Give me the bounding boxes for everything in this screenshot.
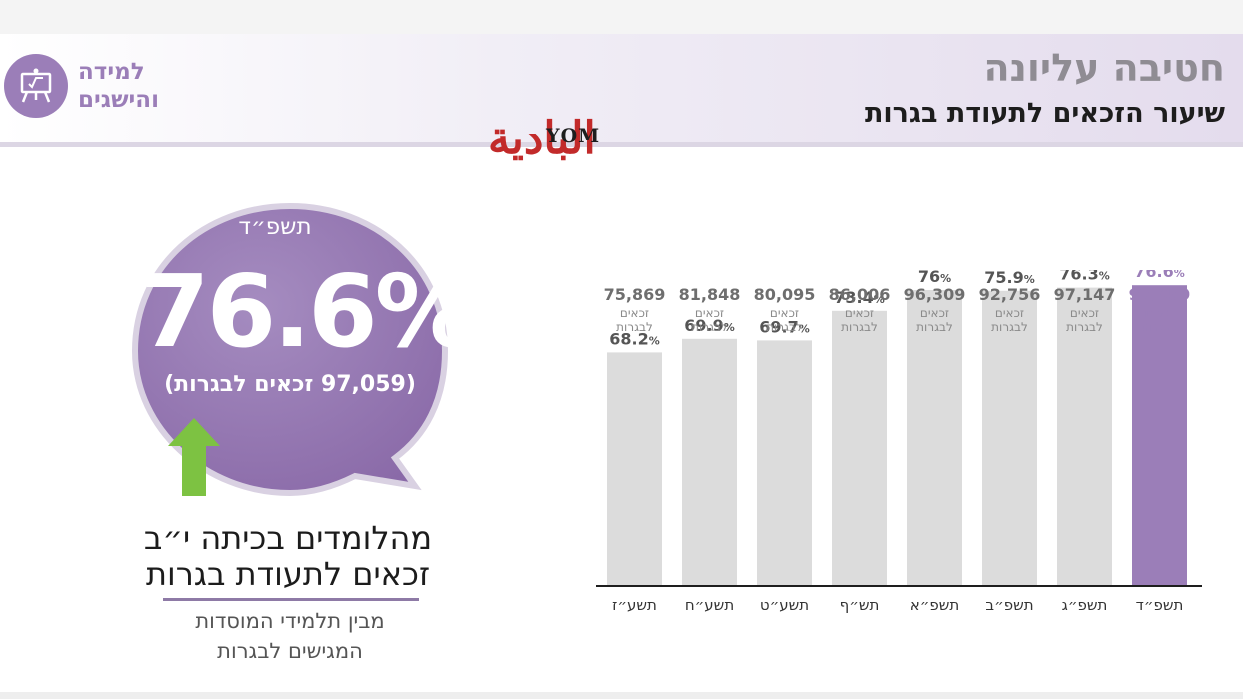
up-arrow-icon <box>168 418 220 496</box>
chart-bar <box>832 310 887 586</box>
eligible-unit-label: לבגרות <box>616 320 653 334</box>
watermark-arabic: البادية <box>488 113 596 164</box>
chart-bar <box>907 290 962 586</box>
top-strip <box>0 0 1243 34</box>
eligible-count-label: 96,309 <box>904 285 966 304</box>
chart-bar <box>1057 287 1112 586</box>
x-tick-label: תשפ״ד <box>1136 596 1184 614</box>
eligible-count-label: 75,869 <box>604 285 666 304</box>
eligible-count-label: 81,848 <box>679 285 741 304</box>
highlight-subcaption: מבין תלמידי המוסדות המגישים לבגרות <box>140 606 440 666</box>
header-divider <box>0 142 1243 147</box>
eligible-unit-label: זכאים <box>920 306 949 320</box>
chart-bar <box>682 338 737 586</box>
bar-value-label: 76% <box>918 270 951 286</box>
x-tick-label: תשע״ח <box>685 596 734 614</box>
caption-line-2: זכאים לתעודת בגרות <box>145 555 431 593</box>
subcaption-line-1: מבין תלמידי המוסדות <box>195 609 385 633</box>
highlight-percent: 76.6% <box>140 253 475 370</box>
badge-line-1: למידה <box>78 59 145 85</box>
eligible-unit-label: זכאים <box>695 306 724 320</box>
eligible-unit-label: לבגרות <box>1066 320 1103 334</box>
eligible-unit-label: זכאים <box>620 306 649 320</box>
x-tick-label: תשפ״ב <box>985 596 1033 614</box>
eligible-unit-label: זכאים <box>845 306 874 320</box>
bar-value-label: 76.6% <box>1134 270 1185 281</box>
eligible-count-label: 80,095 <box>754 285 816 304</box>
classroom-board-icon <box>4 54 68 118</box>
eligible-unit-label: זכאים <box>770 306 799 320</box>
eligible-unit-label: לבגרות <box>841 320 878 334</box>
bar-value-label: 69.9% <box>684 316 735 335</box>
page-title: חטיבה עליונה <box>983 46 1225 90</box>
eligible-count-label: 92,756 <box>979 285 1041 304</box>
x-tick-label: תש״ף <box>840 596 880 614</box>
x-tick-label: תשע״ז <box>612 596 657 614</box>
eligible-count-label: 86,006 <box>829 285 891 304</box>
eligible-unit-label: לבגרות <box>991 320 1028 334</box>
eligible-count-label: 97,147 <box>1054 285 1116 304</box>
eligible-unit-label: לבגרות <box>916 320 953 334</box>
highlight-year: תשפ״ד <box>238 214 312 240</box>
eligible-unit-label: זכאים <box>1070 306 1099 320</box>
eligible-count-label: 97,059 <box>1129 285 1191 304</box>
eligible-unit-label: זכאים <box>1145 306 1174 320</box>
section-badge-label: למידה והישגים <box>78 58 198 114</box>
caption-divider <box>163 598 419 601</box>
eligible-unit-label: לבגרות <box>1141 320 1178 334</box>
subcaption-line-2: המגישים לבגרות <box>217 639 363 663</box>
caption-line-1: מהלומדים בכיתה י״ב <box>143 519 433 557</box>
eligibility-bar-chart: 68.2%75,869זכאיםלבגרותתשע״ז69.9%81,848זכ… <box>596 270 1202 614</box>
chart-bar <box>607 352 662 586</box>
bar-value-label: 69.7% <box>759 317 810 336</box>
badge-line-2: והישגים <box>78 87 159 113</box>
speech-bubble <box>131 202 449 497</box>
bar-value-label: 68.2% <box>609 329 660 348</box>
watermark-english: YOM <box>546 125 601 147</box>
chart-bar <box>982 290 1037 586</box>
chart-bar <box>1132 285 1187 586</box>
eligible-unit-label: זכאים <box>995 306 1024 320</box>
eligible-unit-label: לבגרות <box>766 320 803 334</box>
x-tick-label: תשפ״ג <box>1062 596 1108 614</box>
page-header <box>0 34 1243 142</box>
bar-value-label: 76.3% <box>1059 270 1110 284</box>
watermark-logo: البادية YOM <box>480 113 660 193</box>
bar-value-label: 75.9% <box>984 270 1035 287</box>
x-tick-label: תשפ״א <box>910 596 960 614</box>
page-subtitle: שיעור הזכאים לתעודת בגרות <box>864 98 1225 129</box>
chart-bar <box>757 340 812 586</box>
bar-value-label: 73.4% <box>834 288 885 307</box>
x-tick-label: תשע״ט <box>760 596 809 614</box>
eligible-unit-label: לבגרות <box>691 320 728 334</box>
highlight-eligible-note: (97,059 זכאים לבגרות) <box>164 372 416 397</box>
highlight-caption: מהלומדים בכיתה י״ב זכאים לתעודת בגרות <box>118 520 458 592</box>
bottom-strip <box>0 692 1243 699</box>
